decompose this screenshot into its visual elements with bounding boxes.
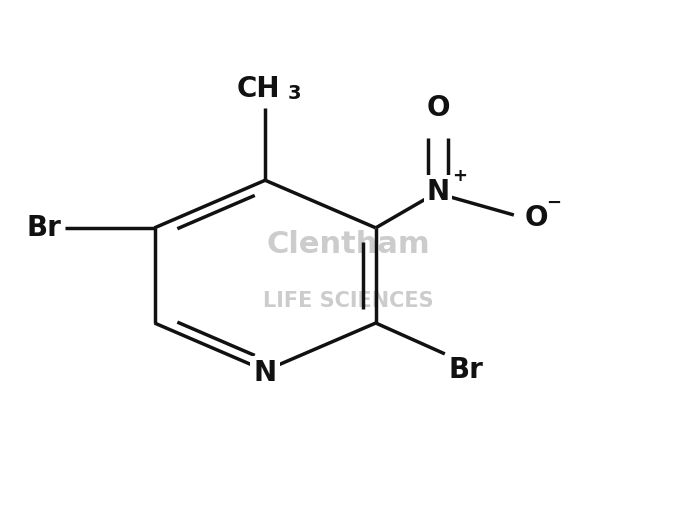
Text: CH: CH xyxy=(237,75,280,103)
Text: Clentham: Clentham xyxy=(266,230,430,259)
Text: Br: Br xyxy=(448,356,483,384)
Text: +: + xyxy=(452,167,468,186)
Text: −: − xyxy=(546,194,562,212)
Text: LIFE SCIENCES: LIFE SCIENCES xyxy=(262,291,434,311)
Text: Br: Br xyxy=(26,214,61,242)
Text: 3: 3 xyxy=(288,84,301,103)
Text: O: O xyxy=(524,203,548,231)
Text: N: N xyxy=(253,359,277,387)
Text: N: N xyxy=(427,178,450,206)
Text: O: O xyxy=(426,95,450,122)
